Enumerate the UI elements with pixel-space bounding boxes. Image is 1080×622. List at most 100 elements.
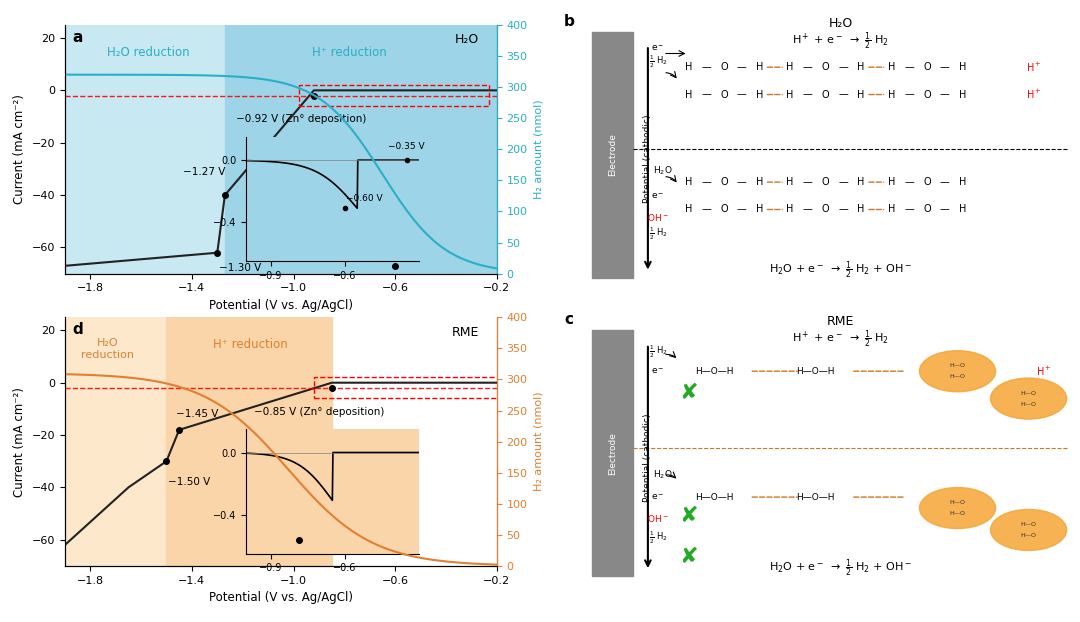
Text: H$^+$: H$^+$ — [1026, 60, 1041, 74]
Bar — [166, 317, 332, 566]
Text: —: — — [701, 62, 711, 72]
Text: —: — — [904, 90, 914, 100]
X-axis label: Potential (V vs. Ag/AgCl): Potential (V vs. Ag/AgCl) — [208, 592, 353, 605]
Text: —: — — [940, 62, 949, 72]
Text: H⁺ reduction: H⁺ reduction — [213, 338, 287, 351]
Text: H: H — [858, 90, 865, 100]
Text: H—O: H—O — [949, 511, 966, 516]
Circle shape — [919, 351, 996, 392]
Text: O: O — [822, 90, 829, 100]
Text: ✘: ✘ — [679, 547, 698, 567]
Text: —: — — [838, 205, 848, 215]
Text: H₂O: H₂O — [455, 33, 480, 46]
Text: H—O: H—O — [949, 363, 966, 368]
Text: —: — — [737, 205, 746, 215]
Text: H$^+$ + e$^-$ $\rightarrow$ $\frac{1}{2}$ H$_2$: H$^+$ + e$^-$ $\rightarrow$ $\frac{1}{2}… — [793, 30, 889, 52]
Text: H—O—H: H—O—H — [694, 493, 733, 501]
Text: e$^-$: e$^-$ — [651, 492, 665, 502]
Text: O: O — [923, 62, 931, 72]
Text: H: H — [888, 62, 895, 72]
Text: —: — — [802, 205, 812, 215]
Text: OH$^-$: OH$^-$ — [647, 212, 669, 223]
Text: —: — — [940, 177, 949, 187]
Text: O: O — [720, 62, 728, 72]
Text: H⁺ reduction: H⁺ reduction — [312, 46, 387, 59]
Text: H₂O: H₂O — [828, 17, 853, 30]
Y-axis label: Current (mA cm⁻²): Current (mA cm⁻²) — [13, 95, 26, 204]
Text: —: — — [904, 62, 914, 72]
Text: H: H — [888, 205, 895, 215]
Text: H$_2$O: H$_2$O — [653, 469, 673, 481]
Text: H—O: H—O — [1021, 402, 1037, 407]
Text: −0.85 V (Zn° deposition): −0.85 V (Zn° deposition) — [254, 407, 384, 417]
Text: $\frac{1}{2}$ H$_2$: $\frac{1}{2}$ H$_2$ — [649, 226, 667, 243]
Text: H: H — [685, 90, 692, 100]
Text: e$^-$: e$^-$ — [651, 366, 665, 376]
Text: H—O—H: H—O—H — [796, 367, 835, 376]
Text: e$^-$: e$^-$ — [651, 43, 665, 53]
Text: —: — — [737, 62, 746, 72]
Text: O: O — [720, 90, 728, 100]
Text: −0.92 V (Zn° deposition): −0.92 V (Zn° deposition) — [235, 114, 366, 124]
Text: $\frac{1}{2}$ H$_2$: $\frac{1}{2}$ H$_2$ — [649, 53, 667, 70]
Y-axis label: Current (mA cm⁻²): Current (mA cm⁻²) — [13, 387, 26, 496]
Text: —: — — [701, 177, 711, 187]
Text: H—O: H—O — [1021, 391, 1037, 396]
Text: H—O—H: H—O—H — [796, 493, 835, 501]
Text: H₂O
reduction: H₂O reduction — [81, 338, 135, 360]
Text: H$_2$O + e$^-$ $\rightarrow$ $\frac{1}{2}$ H$_2$ + OH$^-$: H$_2$O + e$^-$ $\rightarrow$ $\frac{1}{2… — [769, 259, 913, 281]
Text: H$^+$ + e$^-$ $\rightarrow$ $\frac{1}{2}$ H$_2$: H$^+$ + e$^-$ $\rightarrow$ $\frac{1}{2}… — [793, 329, 889, 350]
Text: H$_2$O: H$_2$O — [653, 165, 673, 177]
Text: H: H — [858, 62, 865, 72]
Text: H: H — [959, 62, 967, 72]
Text: $\frac{1}{2}$ H$_2$: $\frac{1}{2}$ H$_2$ — [649, 530, 667, 546]
Text: —: — — [802, 177, 812, 187]
Bar — [65, 317, 166, 566]
Text: H: H — [959, 177, 967, 187]
Text: —: — — [802, 90, 812, 100]
Text: Electrode: Electrode — [608, 432, 617, 475]
Text: H$_2$O + e$^-$ $\rightarrow$ $\frac{1}{2}$ H$_2$ + OH$^-$: H$_2$O + e$^-$ $\rightarrow$ $\frac{1}{2… — [769, 558, 913, 579]
Text: —: — — [838, 90, 848, 100]
Text: H$^+$: H$^+$ — [1026, 88, 1041, 101]
Text: H: H — [756, 177, 764, 187]
Circle shape — [990, 509, 1067, 550]
Circle shape — [990, 378, 1067, 419]
Text: d: d — [72, 322, 83, 338]
Text: O: O — [822, 62, 829, 72]
Text: H—O: H—O — [1021, 533, 1037, 538]
Text: H: H — [756, 205, 764, 215]
Text: ✘: ✘ — [679, 383, 698, 403]
Text: H: H — [756, 90, 764, 100]
Text: −1.50 V: −1.50 V — [168, 477, 211, 487]
Text: Potential (cathodic): Potential (cathodic) — [644, 413, 652, 502]
Text: −1.27 V: −1.27 V — [184, 167, 226, 177]
Text: −1.30 V: −1.30 V — [219, 264, 261, 274]
Text: RME: RME — [451, 325, 480, 338]
Text: H: H — [959, 205, 967, 215]
Text: Electrode: Electrode — [608, 133, 617, 176]
Text: —: — — [904, 177, 914, 187]
Text: a: a — [72, 30, 83, 45]
Text: H—O: H—O — [949, 500, 966, 505]
Text: H$^+$: H$^+$ — [1036, 364, 1052, 378]
Text: H: H — [858, 205, 865, 215]
Text: O: O — [720, 177, 728, 187]
Text: —: — — [701, 90, 711, 100]
Text: H₂O reduction: H₂O reduction — [107, 46, 190, 59]
Y-axis label: H₂ amount (nmol): H₂ amount (nmol) — [534, 392, 543, 491]
Text: H: H — [685, 62, 692, 72]
Text: H—O: H—O — [1021, 522, 1037, 527]
Text: −0.60 V: −0.60 V — [349, 243, 391, 253]
Text: b: b — [564, 14, 575, 29]
Text: O: O — [720, 205, 728, 215]
Text: —: — — [838, 62, 848, 72]
Text: −1.45 V: −1.45 V — [176, 409, 218, 419]
Bar — [65, 25, 225, 274]
Text: H: H — [959, 90, 967, 100]
Text: O: O — [822, 205, 829, 215]
Text: O: O — [923, 205, 931, 215]
Text: e$^-$: e$^-$ — [651, 191, 665, 201]
Text: H: H — [786, 205, 794, 215]
Text: $\frac{1}{2}$ H$_2$: $\frac{1}{2}$ H$_2$ — [649, 344, 667, 360]
